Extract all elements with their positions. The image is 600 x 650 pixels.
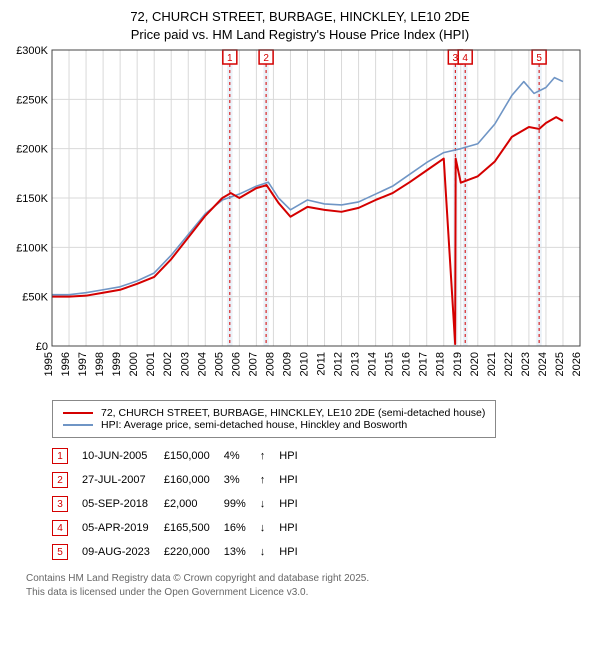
sale-direction-icon: ↑: [260, 468, 280, 492]
title-line1: 72, CHURCH STREET, BURBAGE, HINCKLEY, LE…: [12, 8, 588, 26]
sale-vs: HPI: [279, 492, 311, 516]
legend-swatch: [63, 424, 93, 426]
svg-text:2018: 2018: [435, 352, 447, 376]
sale-marker: 3: [52, 496, 68, 512]
sale-vs: HPI: [279, 444, 311, 468]
svg-text:4: 4: [462, 53, 468, 64]
legend-swatch: [63, 412, 93, 414]
svg-text:2024: 2024: [537, 352, 549, 376]
sale-marker: 2: [52, 472, 68, 488]
sale-marker: 4: [52, 520, 68, 536]
svg-text:2002: 2002: [162, 352, 174, 376]
sale-marker: 1: [52, 448, 68, 464]
svg-text:2000: 2000: [128, 352, 140, 376]
svg-text:2025: 2025: [554, 352, 566, 376]
svg-text:2014: 2014: [367, 352, 379, 376]
sale-price: £150,000: [164, 444, 224, 468]
table-row: 2 27-JUL-2007£160,0003%↑HPI: [52, 468, 312, 492]
svg-text:£200K: £200K: [16, 144, 48, 156]
svg-text:2011: 2011: [316, 352, 328, 376]
sale-marker-cell: 5: [52, 540, 82, 564]
sale-price: £220,000: [164, 540, 224, 564]
sale-pct: 3%: [224, 468, 260, 492]
sale-marker-cell: 4: [52, 516, 82, 540]
table-row: 1 10-JUN-2005£150,0004%↑HPI: [52, 444, 312, 468]
svg-text:2016: 2016: [401, 352, 413, 376]
svg-text:£50K: £50K: [22, 292, 48, 304]
legend: 72, CHURCH STREET, BURBAGE, HINCKLEY, LE…: [52, 400, 496, 438]
sale-price: £160,000: [164, 468, 224, 492]
sale-marker-cell: 3: [52, 492, 82, 516]
sale-marker-cell: 2: [52, 468, 82, 492]
chart-title: 72, CHURCH STREET, BURBAGE, HINCKLEY, LE…: [12, 8, 588, 44]
svg-text:2026: 2026: [571, 352, 583, 376]
svg-text:2022: 2022: [503, 352, 515, 376]
sale-price: £2,000: [164, 492, 224, 516]
svg-text:£100K: £100K: [16, 243, 48, 255]
sale-price: £165,500: [164, 516, 224, 540]
sale-direction-icon: ↑: [260, 444, 280, 468]
svg-text:1999: 1999: [111, 352, 123, 376]
chart-area: £0 £50K £100K £150K £200K £250K £300K 1995 1996 1…: [12, 44, 588, 394]
table-row: 5 09-AUG-2023£220,00013%↓HPI: [52, 540, 312, 564]
sale-marker: 5: [52, 544, 68, 560]
svg-text:2007: 2007: [247, 352, 259, 376]
svg-text:2003: 2003: [179, 352, 191, 376]
svg-text:2012: 2012: [333, 352, 345, 376]
chart-svg: £0 £50K £100K £150K £200K £250K £300K 1995 1996 1…: [12, 44, 588, 394]
svg-text:1996: 1996: [60, 352, 72, 376]
legend-label: 72, CHURCH STREET, BURBAGE, HINCKLEY, LE…: [101, 407, 485, 419]
svg-text:£150K: £150K: [16, 193, 48, 205]
svg-text:1998: 1998: [94, 352, 106, 376]
sale-date: 05-APR-2019: [82, 516, 164, 540]
svg-text:2010: 2010: [298, 352, 310, 376]
sale-date: 05-SEP-2018: [82, 492, 164, 516]
sale-vs: HPI: [279, 468, 311, 492]
sale-marker-cell: 1: [52, 444, 82, 468]
svg-text:1: 1: [227, 53, 233, 64]
table-row: 4 05-APR-2019£165,50016%↓HPI: [52, 516, 312, 540]
sale-date: 10-JUN-2005: [82, 444, 164, 468]
sale-direction-icon: ↓: [260, 492, 280, 516]
table-row: 3 05-SEP-2018£2,00099%↓HPI: [52, 492, 312, 516]
svg-text:1997: 1997: [77, 352, 89, 376]
svg-text:£0: £0: [36, 341, 48, 353]
svg-text:2001: 2001: [145, 352, 157, 376]
sale-direction-icon: ↓: [260, 540, 280, 564]
legend-label: HPI: Average price, semi-detached house,…: [101, 419, 407, 431]
svg-text:1995: 1995: [43, 352, 55, 376]
svg-text:2020: 2020: [469, 352, 481, 376]
svg-text:2019: 2019: [452, 352, 464, 376]
svg-text:£300K: £300K: [16, 45, 48, 57]
title-line2: Price paid vs. HM Land Registry's House …: [12, 26, 588, 44]
svg-text:2004: 2004: [196, 352, 208, 376]
legend-item: HPI: Average price, semi-detached house,…: [63, 419, 485, 431]
sale-vs: HPI: [279, 516, 311, 540]
footer-line1: Contains HM Land Registry data © Crown c…: [26, 572, 588, 586]
sale-pct: 16%: [224, 516, 260, 540]
svg-text:2017: 2017: [418, 352, 430, 376]
sale-vs: HPI: [279, 540, 311, 564]
sale-pct: 4%: [224, 444, 260, 468]
svg-text:2015: 2015: [384, 352, 396, 376]
svg-text:5: 5: [536, 53, 542, 64]
sale-pct: 13%: [224, 540, 260, 564]
sale-date: 09-AUG-2023: [82, 540, 164, 564]
svg-text:2013: 2013: [350, 352, 362, 376]
svg-text:2008: 2008: [264, 352, 276, 376]
footer-attribution: Contains HM Land Registry data © Crown c…: [26, 572, 588, 600]
legend-item: 72, CHURCH STREET, BURBAGE, HINCKLEY, LE…: [63, 407, 485, 419]
sale-date: 27-JUL-2007: [82, 468, 164, 492]
svg-text:£250K: £250K: [16, 95, 48, 107]
svg-text:2021: 2021: [486, 352, 498, 376]
sale-direction-icon: ↓: [260, 516, 280, 540]
svg-text:2006: 2006: [230, 352, 242, 376]
sale-pct: 99%: [224, 492, 260, 516]
svg-text:2009: 2009: [281, 352, 293, 376]
sales-table: 110-JUN-2005£150,0004%↑HPI227-JUL-2007£1…: [52, 444, 588, 564]
footer-line2: This data is licensed under the Open Gov…: [26, 586, 588, 600]
svg-text:2023: 2023: [520, 352, 532, 376]
svg-text:2005: 2005: [213, 352, 225, 376]
svg-text:2: 2: [263, 53, 269, 64]
